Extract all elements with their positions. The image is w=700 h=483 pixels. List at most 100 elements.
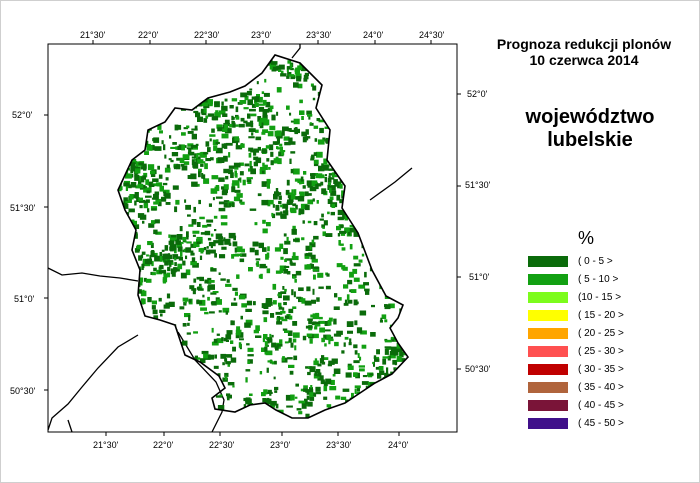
patch [207,113,215,117]
patch [234,291,238,296]
patch [400,204,404,207]
patch [370,332,376,337]
patch [210,301,218,305]
patch [356,84,363,88]
patch [162,257,165,261]
patch [382,398,388,402]
patch [312,313,320,320]
patch [328,338,331,345]
patch [230,172,234,178]
patch [197,152,203,156]
patch [139,280,143,286]
patch [122,258,126,262]
patch [404,335,407,342]
patch [124,411,132,416]
patch [247,360,250,364]
patch [144,113,151,116]
patch [125,349,132,354]
patch [163,351,170,354]
patch [266,182,270,189]
patch [139,406,146,412]
patch [320,102,327,108]
patch [364,118,367,124]
patch [291,419,295,424]
patch [359,395,366,401]
patch [240,92,248,98]
patch [264,346,268,352]
patch [270,107,273,113]
legend-label: ( 0 - 5 > [578,255,613,267]
patch [280,291,287,294]
patch [204,230,211,236]
patch [262,114,268,120]
patch [331,140,336,144]
patch [125,263,131,269]
patch [127,343,133,348]
patch [126,100,130,105]
patch [263,389,268,395]
patch [161,61,169,68]
patch [308,116,311,120]
patch [269,337,273,342]
patch [263,92,270,97]
patch [208,284,215,290]
patch [143,406,146,409]
patch [407,373,408,378]
patch [391,336,394,340]
patch [221,186,225,190]
patch [255,136,262,141]
patch [288,308,294,314]
patch [338,157,346,164]
patch [246,408,251,413]
patch [407,230,408,236]
patch [347,207,350,212]
patch [200,247,204,254]
patch [227,382,235,386]
patch [151,220,156,225]
patch [337,185,342,189]
patch [190,72,197,76]
patch [312,268,319,271]
patch [247,113,251,119]
patch [359,356,362,361]
patch [314,266,319,269]
patch [382,105,385,111]
patch [328,81,336,86]
patch [316,183,322,187]
patch [262,111,268,117]
patch [290,120,296,123]
patch [173,375,179,380]
patch [347,174,352,181]
patch [302,220,305,224]
patch [203,353,209,359]
patch [375,185,377,191]
patch [270,160,274,166]
patch [328,317,333,322]
patch [236,330,241,336]
patch [210,384,214,389]
patch [143,203,149,209]
patch [118,90,124,94]
patch [336,263,343,268]
patch [334,341,339,347]
patch [232,180,239,186]
patch [164,333,167,338]
patch [133,342,138,346]
legend-label: ( 45 - 50 > [578,417,624,429]
patch [379,395,385,398]
patch [260,65,263,69]
patch [247,359,253,364]
patch [317,139,325,145]
patch [262,398,267,403]
patch [271,114,276,121]
patch [129,273,136,276]
patch [170,146,176,149]
patch [314,321,321,325]
patch [339,243,344,246]
patch [136,103,139,108]
patch [318,316,323,320]
patch [365,394,369,399]
patch [389,267,396,270]
patch [371,178,376,185]
patch [127,340,134,346]
